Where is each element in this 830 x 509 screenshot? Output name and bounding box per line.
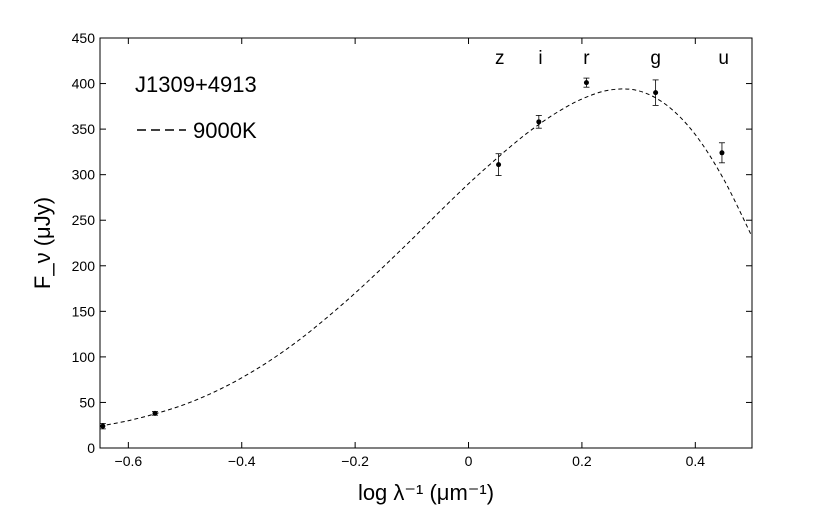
axis-ticks [100,37,752,449]
x-tick-label: −0.4 [228,453,256,469]
data-point [151,410,158,416]
x-tick-labels: −0.6 −0.4 −0.2 0 0.2 0.4 [115,453,706,469]
point-marker [719,150,725,156]
point-marker [100,423,106,429]
y-tick-label: 350 [72,121,96,137]
band-label-z: z [495,48,505,69]
x-axis-label: log λ⁻¹ (μm⁻¹) [358,480,494,505]
y-tick-label: 450 [72,30,96,46]
point-marker [152,410,158,416]
legend-model-label: 9000K [193,118,257,143]
data-point [495,153,502,176]
band-label-r: r [583,48,590,69]
data-point [535,115,542,129]
y-axis-label: F_ν (μJy) [30,197,55,289]
data-point [583,77,590,88]
model-curve-9000k [99,88,753,427]
data-point [99,422,106,430]
y-tick-label: 0 [87,440,95,456]
band-label-g: g [650,48,661,69]
point-marker [583,80,589,86]
y-tick-label: 100 [72,349,96,365]
x-tick-label: −0.6 [115,453,143,469]
x-tick-label: 0.4 [686,453,706,469]
y-tick-label: 250 [72,212,96,228]
y-tick-labels: 0 50 100 150 200 250 300 350 400 450 [72,30,96,456]
y-tick-label: 50 [79,394,95,410]
x-tick-label: −0.2 [341,453,369,469]
photometry-points [99,77,725,430]
band-label-u: u [718,48,729,69]
data-point [652,79,659,106]
point-marker [653,90,659,96]
point-marker [536,119,542,125]
y-tick-label: 200 [72,258,96,274]
band-label-i: i [538,48,542,69]
legend-title: J1309+4913 [135,72,257,97]
y-tick-label: 400 [72,76,96,92]
y-tick-label: 150 [72,303,96,319]
data-point [718,142,725,164]
y-tick-label: 300 [72,167,96,183]
x-tick-label: 0.2 [572,453,592,469]
point-marker [496,162,502,168]
plot-frame [99,37,753,449]
x-tick-label: 0 [465,453,473,469]
